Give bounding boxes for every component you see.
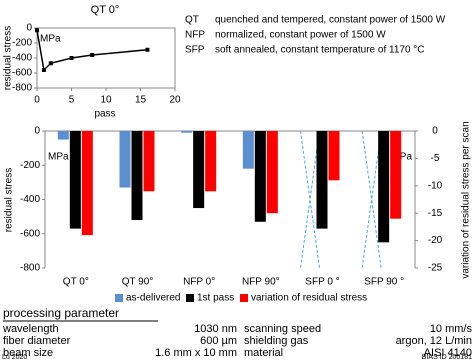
bar [69, 131, 81, 229]
marker [145, 47, 150, 52]
table-cell: material [244, 347, 283, 359]
table: wavelength 1030 nm scanning speed 10 mm/s fi… [2, 323, 472, 359]
bar [328, 131, 340, 181]
abbr-code: QT [185, 15, 199, 26]
bar [254, 131, 266, 222]
marker [35, 28, 39, 33]
footer-left: Lu 2020 [2, 354, 27, 361]
bar [390, 131, 402, 219]
x-tick-label: SFP 0 ° [305, 277, 339, 288]
table-cell: fiber diameter [3, 335, 71, 347]
y-unit: MPa [40, 34, 61, 45]
marker [69, 56, 74, 60]
y-tick-label: -600 [20, 228, 40, 239]
table-cell: shielding gas [244, 335, 309, 347]
missing-cross [300, 130, 320, 269]
marker [41, 68, 46, 72]
bar [316, 131, 328, 229]
bar [378, 131, 390, 243]
y-tick-label: -400 [12, 53, 32, 64]
y-tick-label: 0 [26, 23, 32, 34]
legend-swatch [186, 294, 194, 302]
table-cell: wavelength [2, 323, 59, 335]
table-cell: scanning speed [244, 323, 321, 335]
abbr-text: soft annealed, constant temperature of 1… [215, 45, 425, 56]
x-tick-label: 10 [100, 95, 112, 106]
legend-label: as-delivered [126, 293, 180, 304]
y-tick-label: -200 [12, 38, 32, 49]
abbr-code: NFP [185, 30, 205, 41]
x-tick-label: 15 [135, 95, 147, 106]
footer-right: BIAS ID 200181 [422, 354, 472, 361]
bar [119, 131, 131, 188]
table-cell: 10 mm/s [430, 323, 473, 335]
legend-label: variation of residual stress [251, 293, 367, 304]
bar [57, 131, 69, 140]
bar [181, 131, 193, 133]
section-title: processing parameter [3, 306, 119, 320]
bar [205, 131, 217, 192]
x-tick-label: 0 [34, 95, 40, 106]
y-tick-label: -800 [12, 83, 32, 94]
y2-tick-label: -25 [428, 263, 443, 274]
bar [131, 131, 143, 221]
bar [81, 131, 93, 236]
y-axis-label: residual stress [4, 168, 15, 232]
bar [193, 131, 205, 209]
line [36, 30, 148, 72]
y2-unit: MPa [391, 152, 412, 163]
x-tick-label: 5 [69, 95, 75, 106]
bar [143, 131, 155, 192]
y-tick-label: -200 [20, 160, 40, 171]
y-axis-label: residual stress [3, 26, 14, 90]
legend-swatch [240, 294, 248, 302]
bar [242, 131, 254, 169]
abbr-text: normalized, constant power of 1500 W [215, 30, 386, 41]
x-tick-label: QT 90° [122, 277, 154, 288]
y2-axis-label: variation of residual stress per scan [461, 121, 472, 278]
marker [48, 61, 53, 66]
y-tick-label: -400 [20, 194, 40, 205]
x-tick-label: NFP 0° [183, 277, 215, 288]
missing-cross [361, 130, 382, 269]
bar [266, 131, 278, 214]
table-cell: 600 µm [200, 335, 237, 347]
x-tick-label: QT 0° [63, 277, 89, 288]
y-tick-label: -600 [12, 68, 32, 79]
legend-label: 1st pass [197, 293, 234, 304]
abbr-code: SFP [185, 45, 205, 56]
y2-tick-label: -10 [428, 180, 443, 191]
abbr-text: quenched and tempered, constant power of… [215, 15, 446, 26]
y2-tick-label: -5 [431, 153, 440, 164]
y-unit: MPa [48, 152, 69, 163]
y2-tick-label: -20 [428, 235, 443, 246]
marker [90, 53, 95, 57]
table-cell: argon, 12 L/min [396, 335, 472, 347]
x-axis-label: pass [94, 109, 115, 120]
legend-swatch [115, 294, 123, 302]
table-cell: beam size [3, 347, 53, 359]
table-cell: AISI 4140 [424, 347, 472, 359]
x-tick-label: SFP 90 ° [364, 277, 404, 288]
y2-tick-label: -15 [428, 208, 443, 219]
x-tick-label: NFP 90° [242, 277, 280, 288]
y2-tick-label: 0 [432, 126, 438, 137]
y-tick-label: -800 [20, 263, 40, 274]
x-tick-label: 20 [169, 95, 181, 106]
chart-title: QT 0° [91, 4, 120, 16]
table-cell: 1030 nm [194, 323, 237, 335]
y-tick-label: 0 [34, 126, 40, 137]
table-cell: 1.6 mm x 10 mm [155, 347, 237, 359]
